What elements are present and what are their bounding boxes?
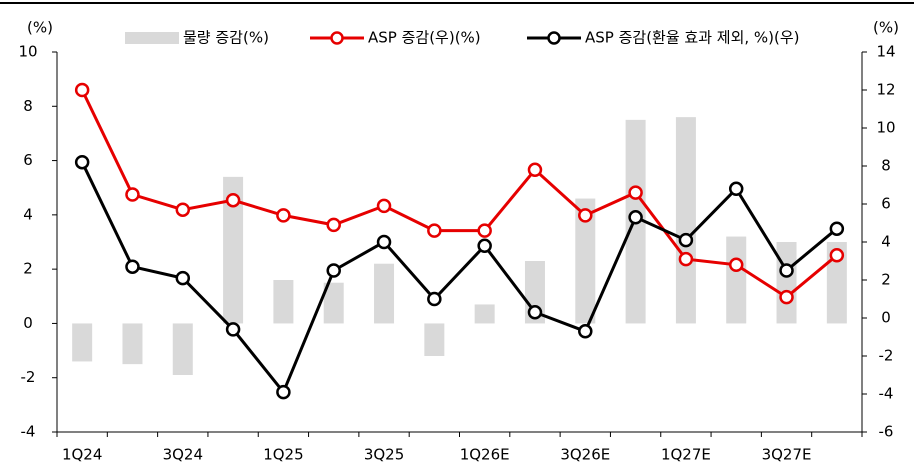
y-tick-label: -2: [21, 368, 36, 386]
line-marker: [829, 248, 845, 263]
x-tick-label: 3Q24: [163, 446, 203, 464]
line-marker: [74, 154, 90, 170]
y2-tick-label: 4: [881, 233, 891, 251]
bar: [575, 198, 596, 324]
x-tick-label: 3Q26E: [560, 446, 610, 464]
line-marker: [527, 305, 543, 320]
line-marker: [125, 259, 140, 274]
bar: [675, 117, 696, 324]
line-marker: [427, 291, 442, 307]
y-tick-label: 2: [23, 260, 33, 278]
line: [80, 89, 838, 299]
legend-swatch-marker: [547, 31, 561, 45]
y2-tick-label: 0: [881, 309, 891, 327]
y2-tick-label: 8: [881, 157, 891, 175]
y2-tick-label: -2: [879, 347, 894, 365]
line-marker: [326, 263, 341, 278]
y2-tick-label: -4: [879, 385, 894, 403]
line-marker: [578, 208, 593, 223]
y2-axis-label: (%): [873, 19, 899, 37]
y-tick-label: 0: [23, 314, 33, 332]
line-marker: [728, 257, 744, 273]
legend-swatch-marker: [330, 31, 344, 45]
line-marker: [276, 208, 291, 223]
line-marker: [678, 232, 694, 248]
x-tick-label: 1Q24: [62, 446, 102, 464]
bar: [172, 323, 193, 375]
line-marker: [326, 217, 341, 233]
y2-tick-label: 2: [881, 271, 891, 289]
x-tick-label: 1Q25: [263, 446, 303, 464]
y2-tick-label: 6: [881, 195, 891, 213]
legend-label: 물량 증감(%): [183, 29, 269, 47]
y-tick-label: -4: [21, 423, 36, 441]
y2-tick-label: 12: [876, 81, 895, 99]
y2-tick-label: 10: [876, 119, 895, 137]
y-tick-label: 6: [23, 151, 33, 169]
line-marker: [829, 221, 845, 236]
x-tick-label: 1Q27E: [661, 446, 711, 464]
bar: [826, 242, 847, 324]
line-marker: [578, 324, 593, 339]
bar: [273, 280, 294, 324]
line-marker: [728, 181, 744, 197]
bar: [323, 282, 344, 324]
line-marker: [628, 210, 643, 225]
x-tick-label: 3Q25: [364, 446, 404, 464]
line-marker: [225, 322, 241, 337]
y-tick-label: 10: [18, 43, 37, 61]
bar: [776, 242, 797, 324]
bar: [474, 304, 495, 324]
bar: [122, 323, 143, 365]
y-tick-label: 4: [23, 205, 33, 223]
line-marker: [376, 198, 392, 214]
line-marker: [225, 192, 241, 208]
bar: [726, 236, 747, 324]
line-marker: [628, 185, 643, 200]
y2-tick-label: 14: [876, 43, 895, 61]
line-marker: [125, 187, 140, 202]
y-tick-label: 8: [23, 97, 33, 115]
line-marker: [779, 263, 794, 278]
y2-tick-label: -6: [879, 423, 894, 441]
line-marker: [376, 234, 392, 250]
bar: [223, 176, 244, 324]
x-tick-label: 1Q26E: [460, 446, 510, 464]
legend-swatch: [125, 32, 179, 44]
line-marker: [175, 270, 191, 286]
bar: [374, 263, 395, 324]
x-tick-label: 3Q27E: [762, 446, 812, 464]
line-marker: [276, 384, 291, 400]
line-marker: [427, 223, 442, 238]
line: [80, 161, 838, 396]
legend-label: ASP 증감(환율 효과 제외, %)(우): [585, 29, 800, 47]
line-marker: [74, 82, 90, 98]
bar: [72, 323, 93, 362]
legend-label: ASP 증감(우)(%): [368, 29, 481, 47]
line-marker: [477, 238, 492, 254]
line-marker: [779, 289, 794, 305]
line-marker: [477, 223, 492, 238]
line-marker: [175, 202, 191, 217]
bar: [424, 323, 445, 356]
line-marker: [678, 251, 694, 267]
line-marker: [527, 162, 543, 178]
y-axis-label: (%): [27, 19, 53, 37]
